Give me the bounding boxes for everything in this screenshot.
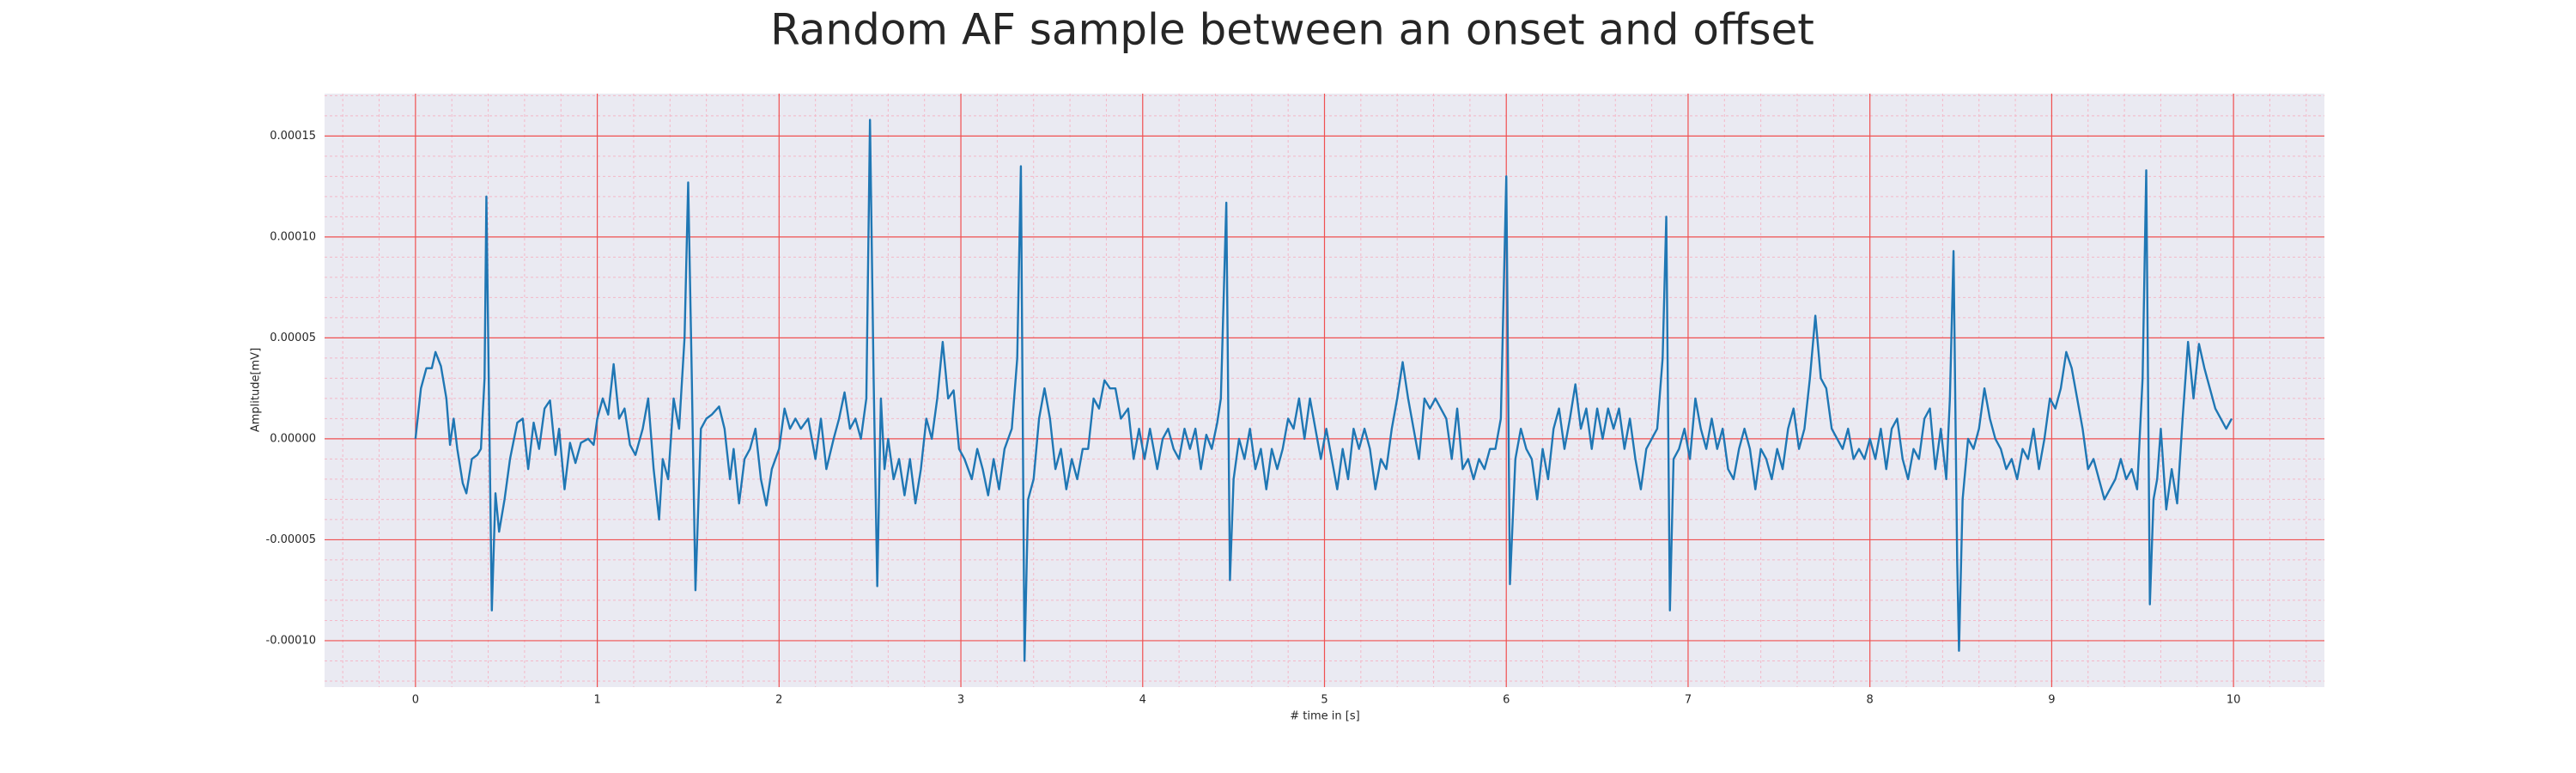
x-tick-label: 3 xyxy=(957,694,964,707)
y-tick-label: -0.00010 xyxy=(266,634,316,647)
chart-title: Random AF sample between an onset and of… xyxy=(770,5,1814,55)
plot-lines xyxy=(414,119,2233,662)
x-tick-label: 5 xyxy=(1321,694,1327,707)
x-axis-label: # time in [s] xyxy=(1290,710,1359,723)
x-tick-label: 1 xyxy=(593,694,600,707)
signal-line xyxy=(414,119,2233,662)
x-tick-label: 0 xyxy=(412,694,419,707)
x-tick-label: 10 xyxy=(2227,694,2241,707)
x-tick-label: 6 xyxy=(1503,694,1510,707)
x-tick-label: 8 xyxy=(1867,694,1874,707)
y-tick-label: -0.00005 xyxy=(266,533,316,546)
y-tick-label: 0.00015 xyxy=(270,130,316,143)
y-tick-label: 0.00010 xyxy=(270,230,316,243)
x-tick-label: 2 xyxy=(775,694,782,707)
x-tick-label: 4 xyxy=(1139,694,1146,707)
y-tick-label: 0.00005 xyxy=(270,332,316,344)
x-tick-label: 9 xyxy=(2048,694,2055,707)
y-tick-label: 0.00000 xyxy=(270,432,316,445)
x-tick-label: 7 xyxy=(1685,694,1692,707)
y-axis-label: Amplitude[mV] xyxy=(250,348,263,432)
